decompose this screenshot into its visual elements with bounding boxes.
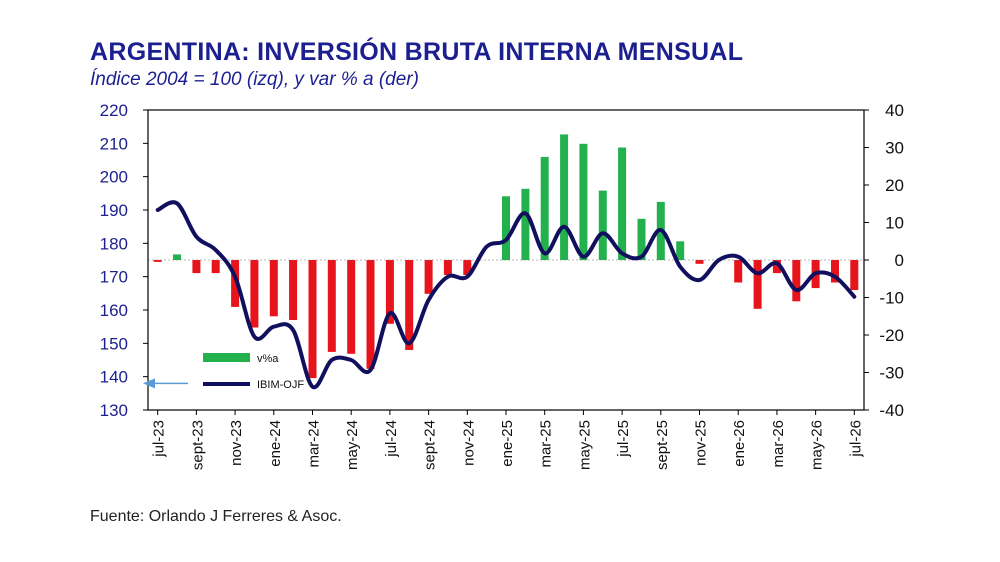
bar-mark <box>405 260 414 350</box>
x-tick-label: jul-26 <box>847 420 864 458</box>
bar-mark <box>327 260 336 352</box>
y-right-tick-label: 30 <box>885 139 904 158</box>
x-tick-label: jul-24 <box>383 420 400 458</box>
bar-mark <box>521 188 530 261</box>
y-left-tick-label: 160 <box>100 301 128 320</box>
y-right-axis: -40 -30 -20 -10 0 10 20 30 40 <box>864 101 904 420</box>
x-tick-label: mar-25 <box>538 420 555 468</box>
x-tick-label: ene-24 <box>267 420 284 467</box>
bar-mark <box>366 260 375 369</box>
x-axis: jul-23 sept-23 nov-23 ene-24 mar-24 may-24 jul… <box>151 410 864 470</box>
y-left-tick-label: 190 <box>100 201 128 220</box>
y-right-tick-label: -40 <box>879 401 904 420</box>
bar-mark <box>385 260 394 324</box>
arrow-annotation <box>143 378 188 389</box>
y-left-tick-label: 170 <box>100 268 128 287</box>
legend-label-bar: v%a <box>257 353 279 365</box>
bar-mark <box>792 260 801 302</box>
chart-title: ARGENTINA: INVERSIÓN BRUTA INTERNA MENSU… <box>90 38 744 66</box>
bar-mark <box>443 260 452 275</box>
x-tick-label: mar-24 <box>306 420 323 468</box>
x-tick-label: ene-25 <box>499 420 516 467</box>
bar-mark <box>173 254 181 260</box>
legend: v%a IBIM-OJF <box>203 353 304 391</box>
x-tick-label: jul-25 <box>615 420 632 458</box>
x-tick-label: may-26 <box>809 420 826 470</box>
bar-mark <box>211 260 220 274</box>
y-left-tick-label: 130 <box>100 401 128 420</box>
y-left-tick-label: 140 <box>100 368 128 387</box>
bar-mark <box>637 218 646 261</box>
x-tick-label: ene-26 <box>731 420 748 467</box>
y-left-tick-label: 220 <box>100 101 128 120</box>
y-right-tick-label: 40 <box>885 101 904 120</box>
bar-mark <box>831 260 839 283</box>
y-left-tick-label: 180 <box>100 234 128 253</box>
x-tick-label: may-24 <box>344 420 361 470</box>
arrow-head <box>143 378 155 389</box>
y-right-tick-label: 10 <box>885 214 904 233</box>
x-tick-label: nov-23 <box>228 420 245 466</box>
bar-mark <box>192 260 201 274</box>
legend-swatch-bar <box>203 353 250 362</box>
chart-subtitle: Índice 2004 = 100 (izq), y var % a (der) <box>90 69 419 90</box>
x-tick-label: mar-26 <box>770 420 787 468</box>
bar-mark <box>850 260 859 290</box>
bar-mark <box>695 260 704 264</box>
x-tick-label: sept-25 <box>654 420 671 470</box>
bar-mark <box>598 190 607 260</box>
y-right-tick-label: 0 <box>895 251 904 270</box>
bar-mark <box>308 260 317 379</box>
bar-mark <box>502 196 510 261</box>
bar-mark <box>231 260 240 307</box>
y-left-tick-label: 200 <box>100 168 128 187</box>
bar-mark <box>289 260 298 320</box>
bar-mark <box>269 260 278 317</box>
bar-mark <box>424 260 433 294</box>
bar-mark <box>540 156 549 260</box>
y-right-tick-label: 20 <box>885 176 904 195</box>
x-tick-label: sept-24 <box>422 420 439 470</box>
x-tick-label: nov-25 <box>693 420 710 466</box>
y-left-axis: 130 140 150 160 170 180 190 200 210 220 <box>100 101 148 420</box>
legend-label-line: IBIM-OJF <box>257 379 304 391</box>
bar-mark <box>753 260 762 309</box>
bar-mark <box>463 260 472 275</box>
bar-mark <box>153 260 162 262</box>
bar-mark <box>772 260 781 274</box>
x-tick-label: nov-24 <box>460 420 477 466</box>
bar-series <box>153 134 859 379</box>
x-tick-label: sept-23 <box>189 420 206 470</box>
y-left-tick-label: 150 <box>100 334 128 353</box>
y-left-tick-label: 210 <box>100 134 128 153</box>
bar-mark <box>560 134 569 260</box>
y-right-tick-label: -30 <box>879 364 904 383</box>
y-right-tick-label: -20 <box>879 326 904 345</box>
source-note: Fuente: Orlando J Ferreres & Asoc. <box>90 508 342 525</box>
bar-mark <box>579 143 588 261</box>
bar-mark <box>347 260 356 354</box>
bar-mark <box>618 147 627 260</box>
bar-mark <box>250 260 259 328</box>
x-tick-label: jul-23 <box>151 420 168 458</box>
y-right-tick-label: -10 <box>879 289 904 308</box>
bar-mark <box>734 260 743 283</box>
line-series <box>155 200 857 390</box>
x-tick-label: may-25 <box>576 420 593 470</box>
line-mark <box>155 200 857 390</box>
bar-mark <box>676 241 685 261</box>
